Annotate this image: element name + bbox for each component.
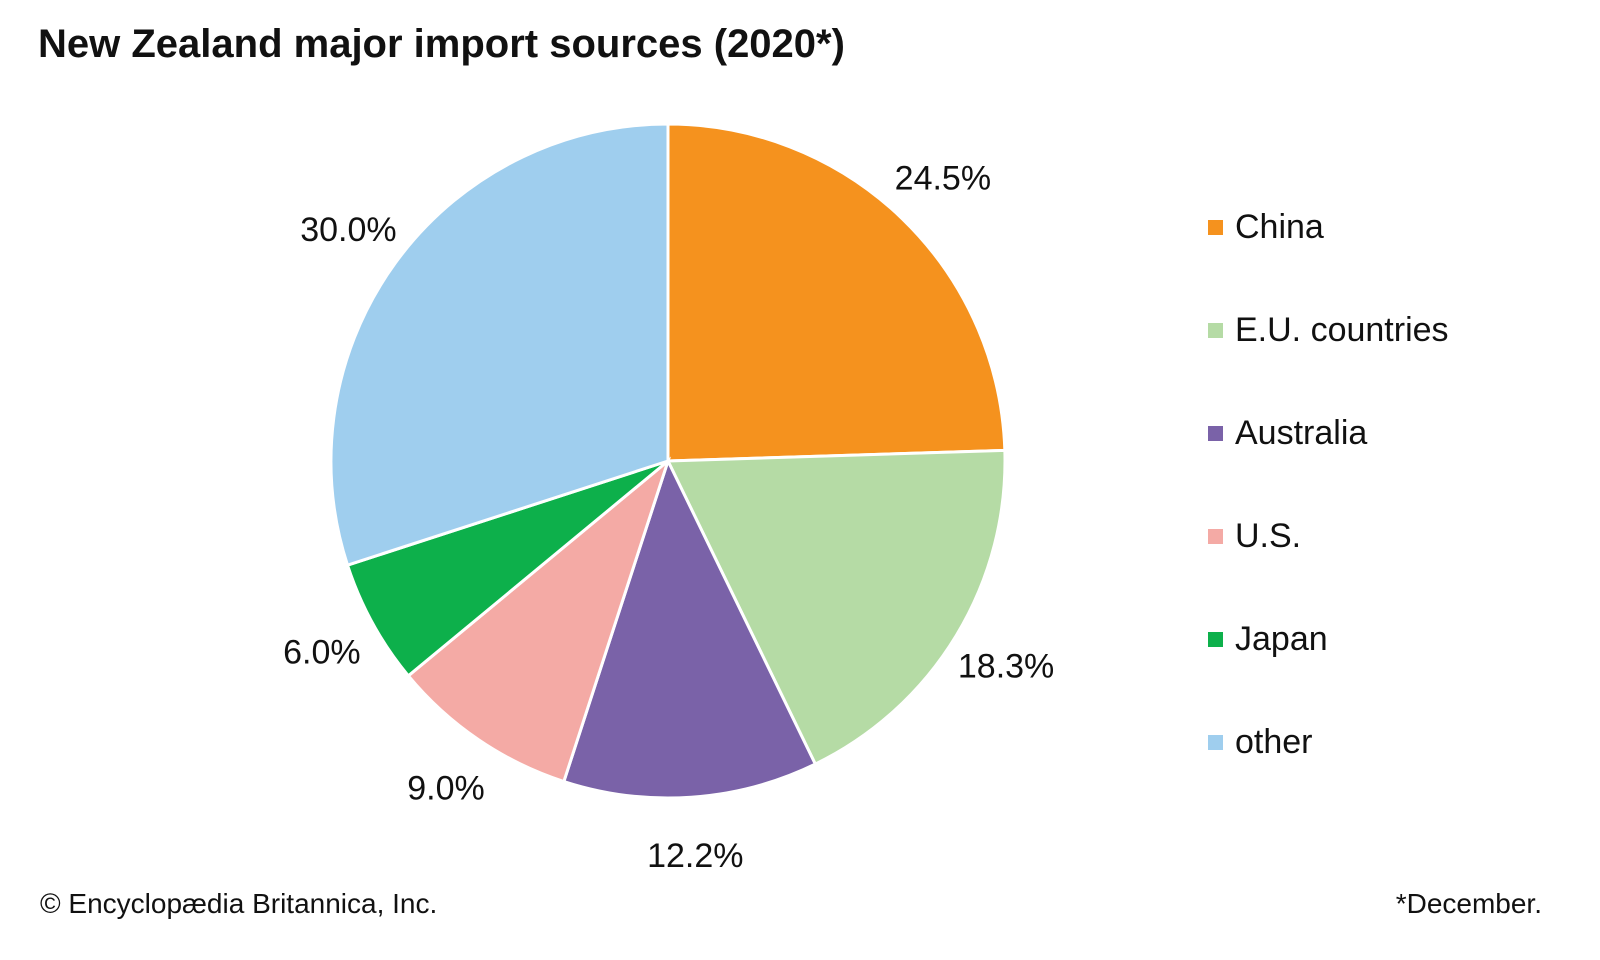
pie-slice-china (666, 122, 1007, 463)
legend-label: U.S. (1235, 517, 1302, 555)
legend-swatch (1208, 426, 1223, 441)
legend-label: Australia (1235, 414, 1368, 452)
pie-slice-u-s (406, 456, 672, 784)
legend-item: E.U. countries (1208, 279, 1449, 382)
legend: China E.U. countries Australia U.S. Japan oth… (1208, 176, 1449, 794)
legend-item: China (1208, 176, 1449, 279)
legend-item: Australia (1208, 382, 1449, 485)
data-label: 12.2% (647, 837, 743, 875)
legend-swatch (1208, 632, 1223, 647)
data-label: 24.5% (895, 159, 991, 197)
legend-label: Japan (1235, 620, 1328, 658)
legend-label: other (1235, 723, 1313, 761)
legend-label: China (1235, 208, 1324, 246)
data-label: 6.0% (283, 633, 361, 671)
data-label: 9.0% (407, 770, 485, 808)
pie-slice-other (329, 122, 670, 568)
legend-swatch (1208, 220, 1223, 235)
data-label: 30.0% (300, 211, 396, 249)
pie-slice-e-u-countries (665, 448, 1007, 767)
legend-item: other (1208, 691, 1449, 794)
legend-swatch (1208, 735, 1223, 750)
data-label: 18.3% (958, 647, 1054, 685)
pie-slice-japan (345, 459, 669, 678)
legend-label: E.U. countries (1235, 311, 1449, 349)
pie-slice-australia (561, 456, 818, 800)
footnote: *December. (1395, 888, 1542, 919)
copyright-credit: © Encyclopædia Britannica, Inc. (40, 888, 438, 919)
legend-swatch (1208, 529, 1223, 544)
legend-item: Japan (1208, 588, 1449, 691)
chart-title: New Zealand major import sources (2020*) (38, 22, 845, 66)
legend-item: U.S. (1208, 485, 1449, 588)
legend-swatch (1208, 323, 1223, 338)
